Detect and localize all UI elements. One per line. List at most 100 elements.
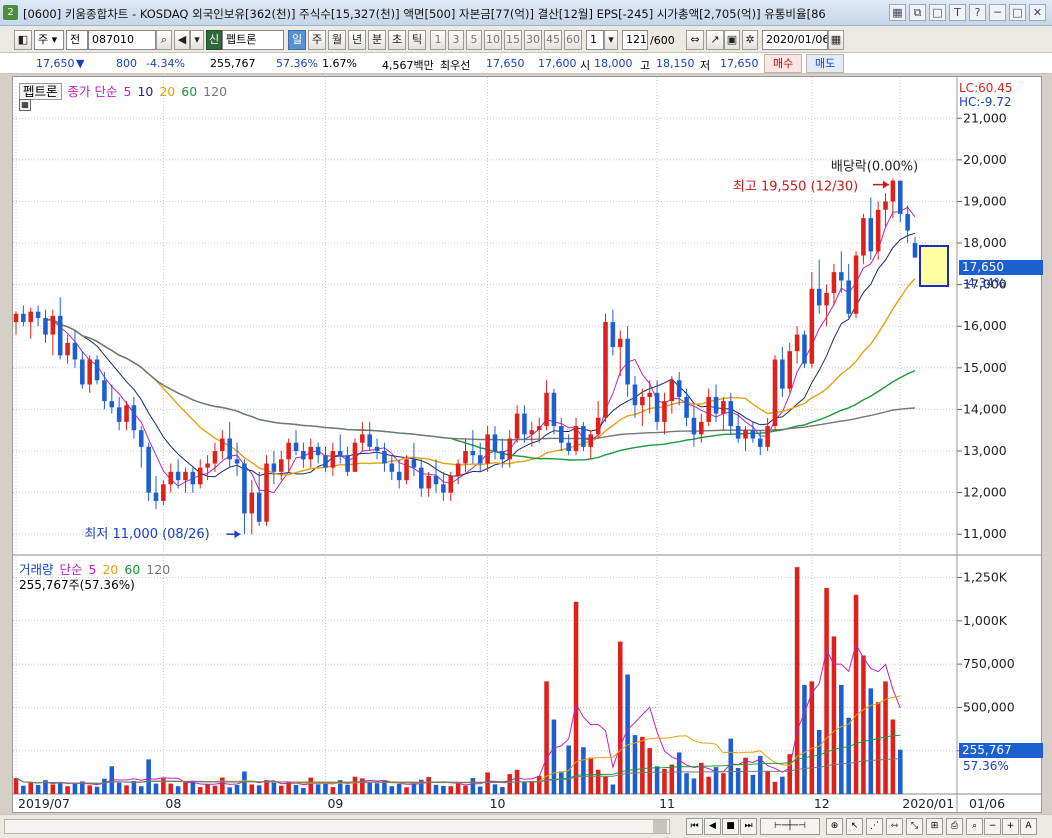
font-size-icon[interactable]: A bbox=[1020, 818, 1037, 835]
bar-count-input[interactable]: 121 bbox=[622, 30, 648, 50]
ma-series-label: 종가 단순 bbox=[67, 84, 118, 99]
market-select[interactable]: 주 ▾ bbox=[34, 30, 64, 50]
indicator-icon[interactable]: ↗ bbox=[706, 30, 724, 50]
vma120-label: 120 bbox=[146, 562, 171, 577]
compress-icon[interactable]: ⤡ bbox=[906, 818, 923, 835]
chart-canvas[interactable]: 21,000 20,000 19,000 18,000 17,000 16,000 15,0… bbox=[13, 77, 1041, 812]
period-tick-tab[interactable]: 틱 bbox=[408, 30, 426, 50]
interval-5-button[interactable]: 5 bbox=[466, 30, 482, 50]
price-axis-label: 18,000 bbox=[963, 235, 1007, 250]
candle-body bbox=[396, 471, 402, 481]
dropdown-chevron-icon[interactable]: ▾ bbox=[190, 30, 204, 50]
zoom-icon[interactable]: ⇔ bbox=[686, 30, 704, 50]
layout-icon[interactable]: ▦ bbox=[889, 4, 906, 21]
volume-bar bbox=[80, 781, 85, 794]
scroll-thumb[interactable] bbox=[653, 820, 667, 833]
interval-60-button[interactable]: 60 bbox=[564, 30, 582, 50]
candle-body bbox=[315, 446, 321, 456]
candle-body bbox=[861, 218, 866, 256]
calculator-icon[interactable]: ▦ bbox=[19, 99, 31, 111]
split-icon[interactable]: ⊞ bbox=[926, 818, 943, 835]
interval-1-button[interactable]: 1 bbox=[430, 30, 446, 50]
calendar-icon[interactable]: ▦ bbox=[828, 30, 844, 50]
candle-body bbox=[264, 463, 269, 522]
candle-body bbox=[780, 359, 785, 389]
bid-price: 17,600 bbox=[538, 57, 577, 70]
period-range-slider[interactable]: ⊢─┼─⊣ bbox=[760, 818, 820, 835]
interval-45-button[interactable]: 45 bbox=[544, 30, 562, 50]
close-icon[interactable]: ✕ bbox=[1029, 4, 1046, 21]
first-page-icon[interactable]: ⏮ bbox=[686, 818, 703, 835]
last-volume-pct-tag: 57.36% bbox=[963, 759, 1009, 773]
save-icon[interactable]: ▣ bbox=[724, 30, 740, 50]
interval-3-button[interactable]: 3 bbox=[448, 30, 464, 50]
stock-name-field[interactable]: 펩트론 bbox=[222, 30, 284, 50]
volume-bar bbox=[603, 776, 608, 794]
interval-input[interactable]: 1 bbox=[586, 30, 604, 50]
next-page-icon[interactable]: ⏭ bbox=[740, 818, 757, 835]
maximize-icon[interactable]: □ bbox=[1009, 4, 1026, 21]
gear-icon[interactable]: ✲ bbox=[742, 30, 758, 50]
zoom-in-icon[interactable]: + bbox=[1002, 818, 1019, 835]
hc-label: HC:-9.72 bbox=[959, 95, 1012, 109]
candle-body bbox=[566, 442, 571, 452]
vma5-label: 5 bbox=[88, 562, 97, 577]
candle-body bbox=[183, 471, 188, 481]
candle-body bbox=[477, 455, 483, 464]
volume-bar bbox=[94, 786, 100, 794]
print-icon[interactable]: ⎙ bbox=[946, 818, 963, 835]
open-label: 시 bbox=[580, 59, 591, 72]
interval-15-button[interactable]: 15 bbox=[504, 30, 522, 50]
candle-body bbox=[684, 396, 689, 418]
volume-bar bbox=[102, 778, 107, 794]
date-axis-label: 12 bbox=[814, 796, 830, 811]
period-year-tab[interactable]: 년 bbox=[348, 30, 366, 50]
ma20-label: 20 bbox=[159, 84, 176, 99]
date-input[interactable]: 2020/01/06 bbox=[762, 30, 828, 50]
period-minute-tab[interactable]: 분 bbox=[368, 30, 386, 50]
candle-body bbox=[352, 442, 358, 472]
period-day-tab[interactable]: 일 bbox=[288, 30, 306, 50]
interval-10-button[interactable]: 10 bbox=[484, 30, 502, 50]
chart-area[interactable]: 21,000 20,000 19,000 18,000 17,000 16,000 15,0… bbox=[12, 76, 1043, 813]
volume-value: 255,767 bbox=[210, 57, 256, 70]
speaker-icon[interactable]: ◀ bbox=[174, 30, 190, 50]
volume-bar bbox=[441, 785, 446, 794]
search-icon[interactable]: ⌕ bbox=[966, 818, 983, 835]
candle-body bbox=[426, 475, 431, 489]
interval-chevron-icon[interactable]: ▾ bbox=[604, 30, 618, 50]
volume-bar bbox=[787, 754, 793, 794]
stop-icon[interactable]: ■ bbox=[722, 818, 739, 835]
chart-menu-icon[interactable]: ◧ bbox=[14, 30, 32, 50]
text-icon[interactable]: T bbox=[949, 4, 966, 21]
candle-body bbox=[404, 459, 409, 481]
draw-icon[interactable]: ⋰ bbox=[866, 818, 883, 835]
prev-stock-button[interactable]: 전 bbox=[66, 30, 88, 50]
horizontal-scrollbar[interactable] bbox=[4, 819, 670, 834]
zoom-out-icon[interactable]: − bbox=[984, 818, 1001, 835]
sell-button[interactable]: 매도 bbox=[806, 54, 845, 73]
candle-body bbox=[669, 380, 675, 402]
stock-name-legend[interactable]: 펩트론 bbox=[19, 83, 62, 100]
period-second-tab[interactable]: 초 bbox=[388, 30, 406, 50]
period-week-tab[interactable]: 주 bbox=[308, 30, 326, 50]
search-icon[interactable]: ⌕ bbox=[156, 30, 172, 50]
buy-button[interactable]: 매수 bbox=[764, 54, 803, 73]
scale-icon[interactable]: ⇿ bbox=[886, 818, 903, 835]
minimize-icon[interactable]: ─ bbox=[989, 4, 1006, 21]
stock-code-input[interactable]: 087010 bbox=[88, 30, 156, 50]
candle-body bbox=[227, 438, 232, 460]
volume-bar bbox=[684, 773, 689, 794]
next-bar-placeholder bbox=[919, 245, 949, 287]
float-icon[interactable]: □ bbox=[929, 4, 946, 21]
help-icon[interactable]: ? bbox=[969, 4, 986, 21]
restore-icon[interactable]: ⧉ bbox=[909, 4, 926, 21]
crosshair-icon[interactable]: ⊕ bbox=[826, 818, 843, 835]
candle-body bbox=[293, 442, 299, 452]
volume-bar bbox=[735, 768, 741, 794]
volume-bar bbox=[559, 771, 564, 794]
cursor-icon[interactable]: ↖ bbox=[846, 818, 863, 835]
interval-30-button[interactable]: 30 bbox=[524, 30, 542, 50]
period-month-tab[interactable]: 월 bbox=[328, 30, 346, 50]
prev-page-icon[interactable]: ◀ bbox=[704, 818, 721, 835]
